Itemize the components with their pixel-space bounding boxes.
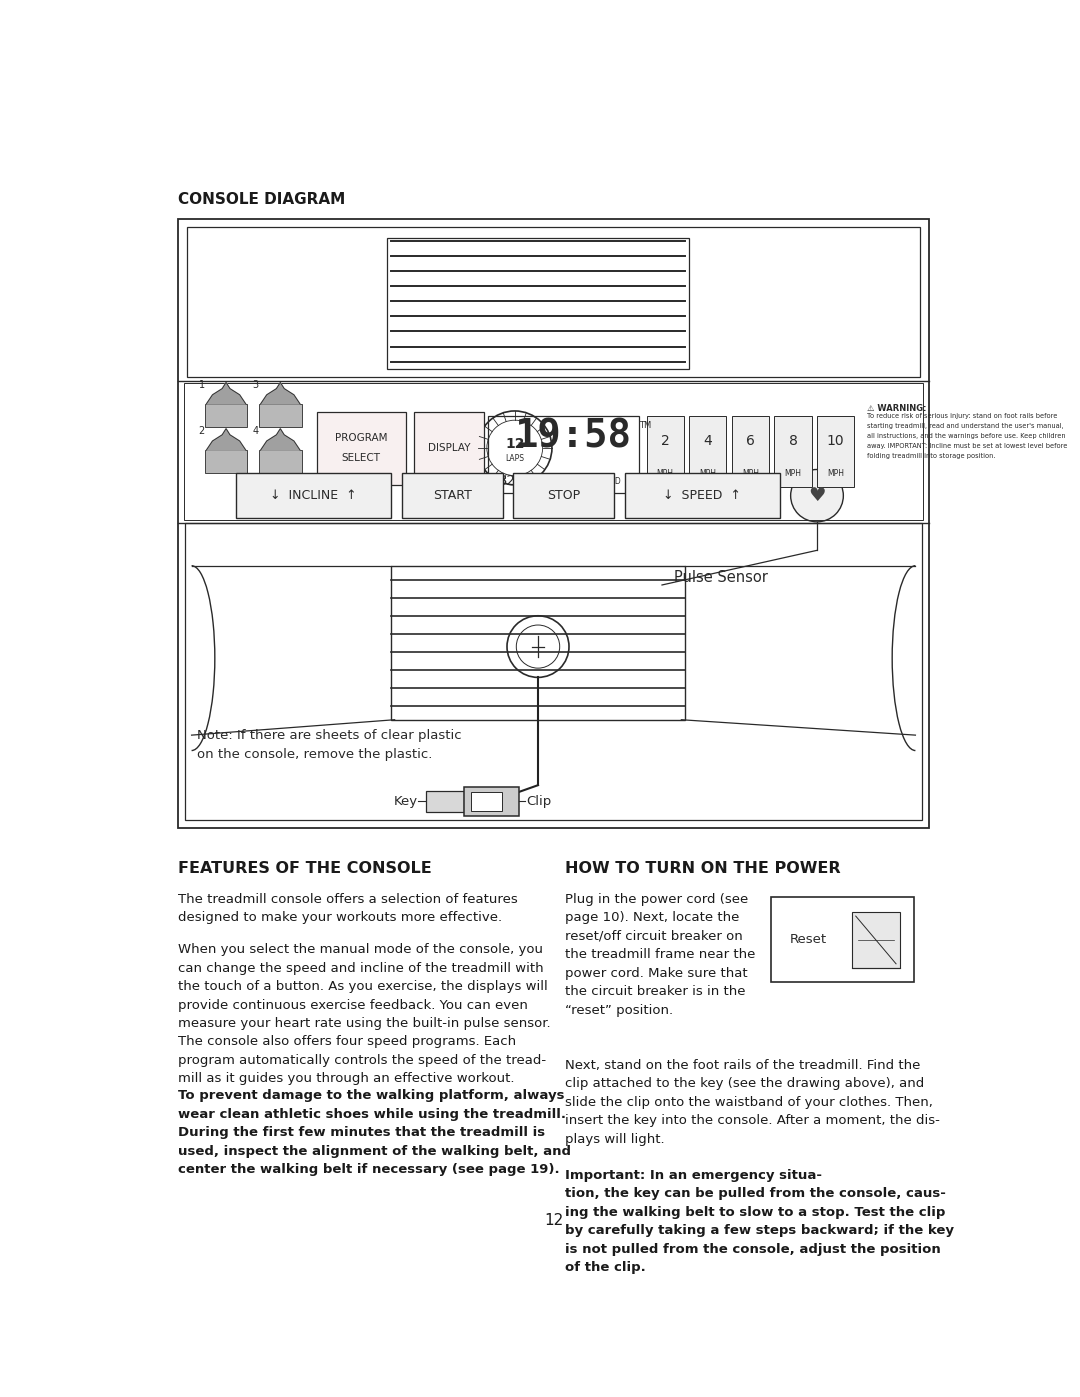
Text: Important: In an emergency situa-
tion, the key can be pulled from the console, : Important: In an emergency situa- tion, …	[565, 1169, 954, 1274]
Text: Next, stand on the foot rails of the treadmill. Find the
clip attached to the ke: Next, stand on the foot rails of the tre…	[565, 1059, 940, 1146]
Text: Pulse Sensor: Pulse Sensor	[674, 570, 768, 585]
Polygon shape	[260, 383, 300, 404]
Text: 4: 4	[703, 434, 712, 448]
Bar	[471, 792, 501, 810]
Bar	[625, 474, 780, 518]
Text: Reset: Reset	[789, 933, 827, 946]
Bar	[689, 416, 727, 488]
Bar	[205, 404, 247, 427]
Text: DIST.: DIST.	[538, 476, 557, 486]
Bar	[647, 416, 684, 488]
Text: The console also offers four speed programs. Each
program automatically controls: The console also offers four speed progr…	[177, 1035, 545, 1085]
Text: To reduce risk of serious injury: stand on foot rails before: To reduce risk of serious injury: stand …	[867, 414, 1057, 419]
Polygon shape	[206, 429, 246, 450]
Text: 1: 1	[199, 380, 205, 390]
Bar	[259, 404, 301, 427]
Text: SELECT: SELECT	[341, 453, 381, 462]
Text: PROGRAM: PROGRAM	[335, 433, 388, 443]
Text: 12: 12	[544, 1213, 563, 1228]
Text: ⚠ WARNING:: ⚠ WARNING:	[867, 404, 927, 414]
Bar	[387, 239, 689, 369]
Text: The treadmill console offers a selection of features
designed to make your worko: The treadmill console offers a selection…	[177, 893, 517, 925]
Text: 8: 8	[788, 434, 797, 448]
Text: ↓  INCLINE  ↑: ↓ INCLINE ↑	[270, 489, 356, 502]
Bar	[414, 412, 484, 485]
Text: Plug in the power cord (see
page 10). Next, locate the
reset/off circuit breaker: Plug in the power cord (see page 10). Ne…	[565, 893, 756, 1017]
Text: on the console, remove the plastic.: on the console, remove the plastic.	[197, 747, 432, 761]
Text: MPH: MPH	[699, 469, 716, 478]
Polygon shape	[260, 429, 300, 450]
Text: HOW TO TURN ON THE POWER: HOW TO TURN ON THE POWER	[565, 861, 840, 876]
Text: START: START	[433, 489, 472, 502]
Bar	[732, 416, 769, 488]
Text: Note: If there are sheets of clear plastic: Note: If there are sheets of clear plast…	[197, 729, 461, 742]
Text: 6: 6	[746, 434, 755, 448]
Text: MPH: MPH	[657, 469, 674, 478]
Polygon shape	[206, 383, 246, 404]
Text: 2: 2	[199, 426, 205, 436]
Bar	[235, 474, 391, 518]
Text: ♥: ♥	[808, 486, 826, 506]
Bar	[184, 383, 923, 520]
Text: ↓  SPEED  ↑: ↓ SPEED ↑	[663, 489, 741, 502]
Text: Clip: Clip	[526, 795, 552, 807]
Text: starting treadmill, read and understand the user's manual,: starting treadmill, read and understand …	[867, 423, 1064, 429]
Text: folding treadmill into storage position.: folding treadmill into storage position.	[867, 453, 996, 460]
Bar	[816, 416, 854, 488]
Text: 2: 2	[661, 434, 670, 448]
Bar	[187, 226, 920, 377]
Text: 12: 12	[505, 437, 525, 451]
Text: TM: TM	[638, 420, 651, 430]
Bar	[770, 897, 914, 982]
Text: CONSOLE DIAGRAM: CONSOLE DIAGRAM	[177, 193, 345, 207]
Bar	[488, 415, 638, 493]
Bar	[205, 450, 247, 474]
Text: away. IMPORTANT: Incline must be set at lowest level before: away. IMPORTANT: Incline must be set at …	[867, 443, 1068, 450]
Text: MPH: MPH	[784, 469, 801, 478]
Text: To prevent damage to the walking platform, always
wear clean athletic shoes whil: To prevent damage to the walking platfor…	[177, 1090, 570, 1176]
Text: 3205: 3205	[498, 474, 531, 488]
Bar	[513, 474, 613, 518]
Text: When you select the manual mode of the console, you
can change the speed and inc: When you select the manual mode of the c…	[177, 943, 550, 1030]
Text: 10: 10	[827, 434, 845, 448]
Bar	[318, 412, 406, 485]
Bar	[403, 474, 503, 518]
Bar	[186, 524, 921, 820]
Circle shape	[791, 469, 843, 522]
Bar	[774, 416, 811, 488]
Bar	[259, 450, 301, 474]
Text: 19:58: 19:58	[514, 418, 632, 455]
Text: STOP: STOP	[546, 489, 580, 502]
Text: 4: 4	[253, 426, 259, 436]
Text: DISPLAY: DISPLAY	[428, 443, 470, 453]
Text: 4 1: 4 1	[569, 474, 594, 488]
Text: 3: 3	[253, 380, 259, 390]
Bar	[177, 219, 930, 827]
Text: Key: Key	[394, 795, 418, 807]
Text: LAPS: LAPS	[505, 454, 524, 464]
Text: SPEED: SPEED	[596, 476, 621, 486]
Bar	[464, 787, 518, 816]
Bar	[391, 566, 685, 719]
Text: MPH: MPH	[742, 469, 759, 478]
Bar	[426, 791, 464, 812]
Text: FEATURES OF THE CONSOLE: FEATURES OF THE CONSOLE	[177, 861, 431, 876]
Text: MPH: MPH	[827, 469, 845, 478]
Text: all instructions, and the warnings before use. Keep children: all instructions, and the warnings befor…	[867, 433, 1066, 439]
Bar	[852, 912, 900, 968]
